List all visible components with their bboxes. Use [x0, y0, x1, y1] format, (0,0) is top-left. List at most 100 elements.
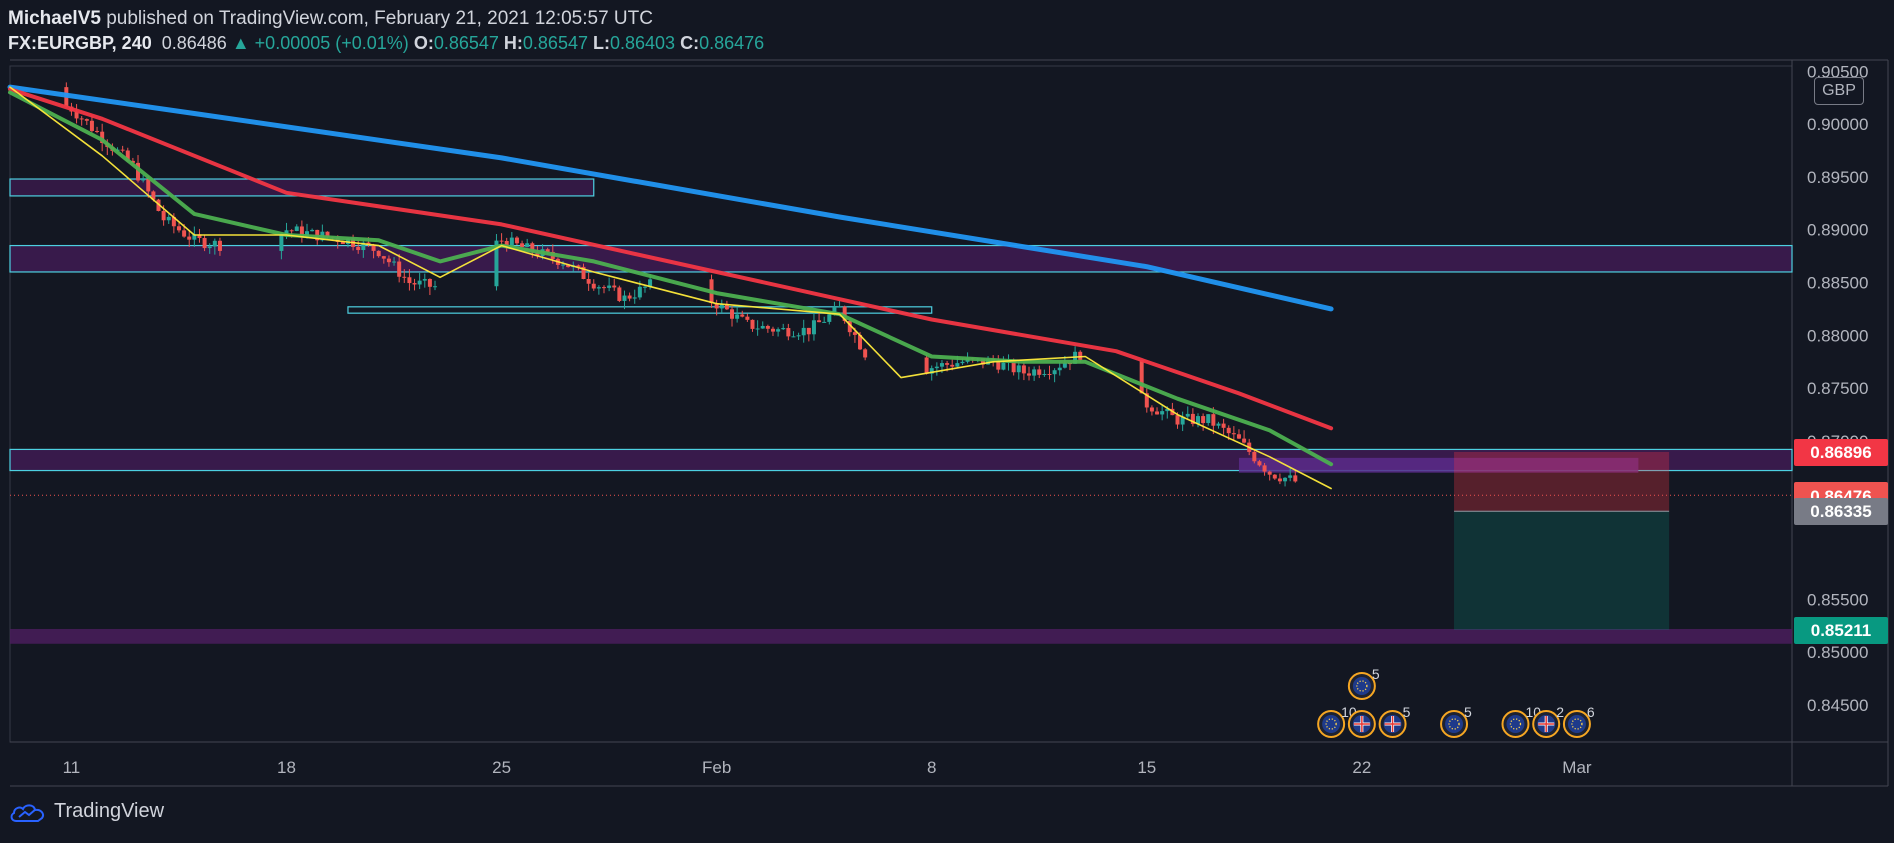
y-tick-label-5: 0.88000	[1807, 326, 1868, 345]
candle-body-49	[371, 244, 376, 251]
candle-body-135	[980, 358, 985, 365]
candle-body-129	[950, 364, 955, 367]
support-resistance-zone-6	[10, 628, 1792, 644]
candle-body-12	[125, 150, 130, 161]
candle-body-114	[817, 320, 822, 323]
author-name[interactable]: MichaelV5	[8, 8, 101, 29]
candle-body-158	[1155, 411, 1160, 415]
candle-body-167	[1201, 416, 1206, 424]
up-arrow-icon: ▲	[231, 33, 250, 53]
candle-body-55	[402, 276, 407, 278]
candle-body-180	[1267, 471, 1272, 475]
candle-body-124	[924, 357, 929, 374]
symbol-name[interactable]: FX:EURGBP, 240	[8, 33, 152, 53]
publish-info: published on TradingView.com, February 2…	[106, 8, 653, 29]
candle-body-26	[197, 234, 202, 239]
price-tag-0: 0.86896	[1794, 438, 1888, 466]
moving-average-line-4	[9, 86, 1332, 490]
candle-body-100	[745, 316, 750, 320]
x-tick-label-1: 18	[277, 758, 296, 777]
candle-body-14	[136, 162, 141, 181]
candle-body-148	[1047, 373, 1052, 375]
candle-body-88	[627, 295, 632, 299]
y-tick-label-10: 0.84500	[1807, 696, 1868, 715]
y-tick-label-3: 0.89000	[1807, 221, 1868, 240]
symbol-line: FX:EURGBP, 240 0.86486 ▲ +0.00005 (+0.01…	[8, 31, 764, 56]
y-tick-label-1: 0.90000	[1807, 115, 1868, 134]
candle-body-16	[146, 179, 151, 192]
candle-body-67	[520, 243, 525, 247]
candle-body-119	[842, 306, 847, 321]
candle-body-54	[397, 261, 402, 277]
candle-body-101	[750, 319, 755, 329]
candle-body-70	[535, 252, 540, 256]
y-tick-label-2: 0.89500	[1807, 168, 1868, 187]
eu-flag-stars-7	[1571, 718, 1583, 730]
candle-body-46	[356, 246, 361, 251]
candle-body-96	[724, 304, 729, 310]
event-count-3: 5	[1403, 704, 1411, 720]
candle-body-6	[95, 130, 100, 132]
candle-body-177	[1252, 451, 1257, 462]
candle-body-145	[1032, 369, 1037, 376]
candle-body-146	[1037, 369, 1042, 375]
eu-flag-stars-1	[1325, 718, 1337, 730]
y-tick-label-6: 0.87500	[1807, 379, 1868, 398]
candle-body-175	[1242, 438, 1247, 443]
candle-body-144	[1027, 373, 1032, 376]
currency-label[interactable]: GBP	[1814, 77, 1864, 105]
moving-average-line-2	[8, 87, 1334, 431]
candle-body-155	[1139, 359, 1144, 394]
candle-body-182	[1277, 478, 1282, 482]
candle-body-32	[284, 230, 289, 234]
price-change: +0.00005 (+0.01%)	[254, 33, 409, 53]
candle-body-64	[504, 240, 509, 248]
candle-body-120	[847, 320, 852, 333]
candle-body-97	[730, 309, 735, 319]
x-tick-label-5: 15	[1137, 758, 1156, 777]
candle-body-86	[617, 287, 622, 301]
candle-body-94	[714, 303, 719, 309]
candle-body-21	[171, 216, 176, 227]
candle-body-23	[182, 230, 187, 237]
tradingview-logo[interactable]: TradingView	[10, 800, 164, 823]
event-count-4: 5	[1464, 704, 1472, 720]
low-label: L:	[593, 33, 610, 53]
candle-body-115	[822, 321, 827, 323]
candle-body-109	[791, 336, 796, 338]
low-value: 0.86403	[610, 33, 676, 53]
candle-body-118	[837, 306, 842, 308]
candle-body-154	[1078, 351, 1083, 360]
candle-body-58	[417, 280, 422, 285]
candle-body-143	[1021, 365, 1026, 374]
candle-body-168	[1206, 414, 1211, 424]
candle-body-185	[1293, 475, 1298, 482]
candle-body-60	[427, 278, 432, 287]
candle-body-18	[156, 199, 161, 211]
candle-body-142	[1016, 365, 1021, 373]
candle-body-5	[89, 120, 94, 131]
support-resistance-zone-2	[9, 244, 1793, 273]
last-price: 0.86486	[161, 33, 227, 53]
candle-body-34	[294, 226, 299, 231]
candle-body-81	[591, 283, 596, 289]
high-label: H:	[503, 33, 523, 53]
candle-body-104	[765, 325, 770, 329]
candle-body-113	[811, 320, 816, 335]
candle-body-57	[412, 283, 417, 285]
publish-line: MichaelV5 published on TradingView.com, …	[8, 6, 764, 31]
candle-body-162	[1175, 415, 1180, 425]
close-value: 0.86476	[699, 33, 765, 53]
x-tick-label-3: Feb	[702, 758, 731, 777]
candle-body-147	[1042, 373, 1047, 375]
y-tick-label-8: 0.85500	[1807, 590, 1868, 609]
candle-body-85	[612, 285, 617, 288]
candle-body-170	[1216, 423, 1221, 426]
candle-body-106	[776, 329, 781, 332]
x-tick-label-2: 25	[492, 758, 511, 777]
event-count-7: 6	[1587, 704, 1595, 720]
candle-body-108	[786, 328, 791, 337]
candle-body-43	[340, 241, 345, 245]
candle-body-3	[79, 118, 84, 120]
